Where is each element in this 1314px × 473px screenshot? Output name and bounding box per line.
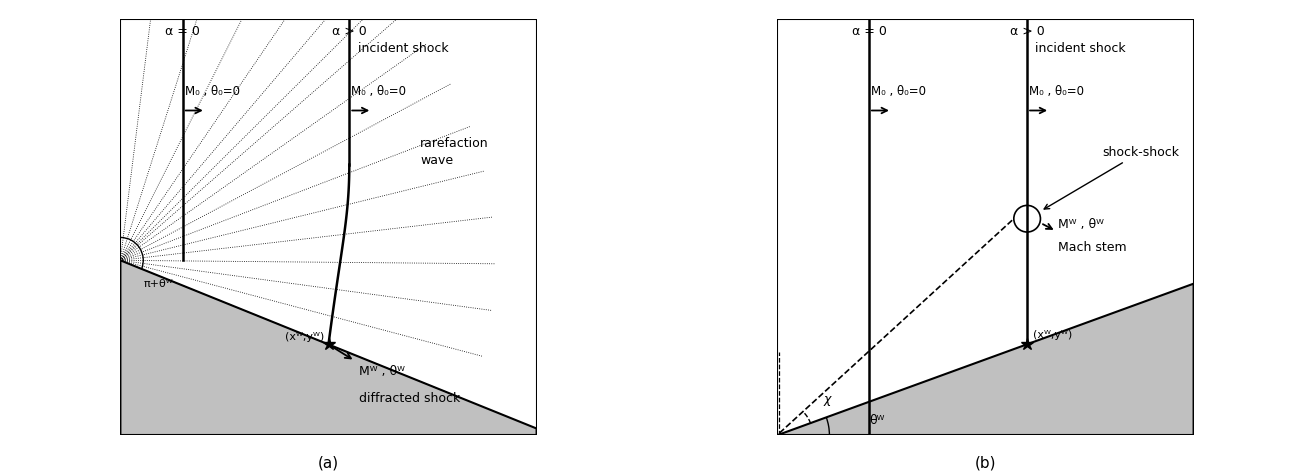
Text: α > 0: α > 0 — [1009, 25, 1045, 38]
Text: shock-shock: shock-shock — [1045, 146, 1179, 209]
Text: χ: χ — [823, 393, 830, 406]
Text: (b): (b) — [975, 456, 996, 471]
Text: (a): (a) — [318, 456, 339, 471]
Text: θᵂ: θᵂ — [869, 414, 884, 427]
Text: π+θᵂ: π+θᵂ — [143, 279, 173, 289]
Text: M₀ , θ₀=0: M₀ , θ₀=0 — [185, 85, 240, 98]
Text: (xᵂ,yᵂ): (xᵂ,yᵂ) — [285, 333, 325, 342]
Polygon shape — [778, 284, 1193, 435]
Text: α = 0: α = 0 — [851, 25, 887, 38]
Polygon shape — [121, 260, 536, 435]
Text: Mᵂ , θᵂ: Mᵂ , θᵂ — [359, 365, 405, 378]
Text: M₀ , θ₀=0: M₀ , θ₀=0 — [1029, 85, 1084, 98]
Text: incident shock: incident shock — [357, 42, 448, 54]
Text: Mᵂ , θᵂ: Mᵂ , θᵂ — [1058, 219, 1104, 231]
Text: Mach stem: Mach stem — [1058, 241, 1127, 254]
Text: α = 0: α = 0 — [166, 25, 200, 38]
Text: rarefaction
wave: rarefaction wave — [420, 137, 489, 167]
Text: incident shock: incident shock — [1035, 42, 1126, 54]
Text: (xᵂ,yᵂ): (xᵂ,yᵂ) — [1033, 330, 1072, 340]
Text: M₀ , θ₀=0: M₀ , θ₀=0 — [351, 85, 406, 98]
Text: diffracted shock: diffracted shock — [359, 392, 460, 405]
Text: α > 0: α > 0 — [332, 25, 367, 38]
Text: M₀ , θ₀=0: M₀ , θ₀=0 — [871, 85, 926, 98]
